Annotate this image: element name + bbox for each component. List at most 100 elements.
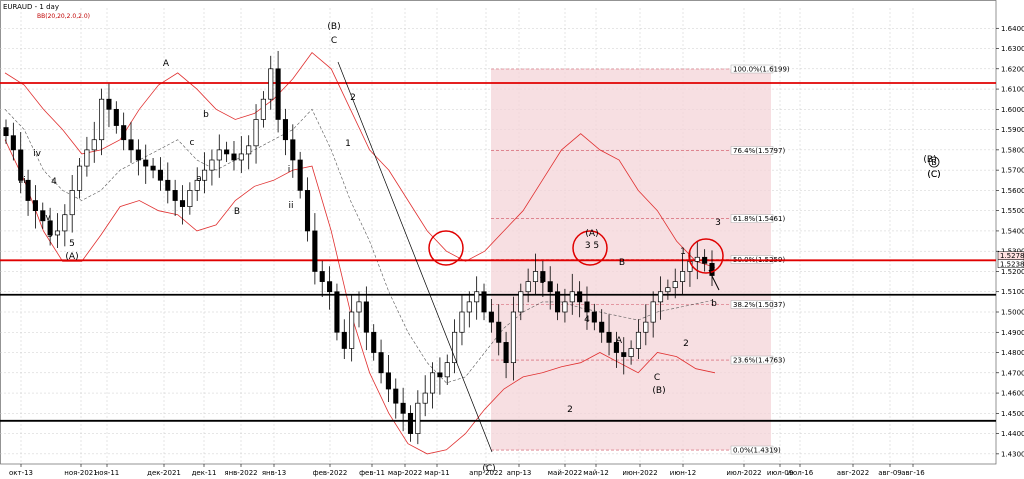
y-tick-label: 1.4700: [1001, 369, 1024, 377]
wave-label: 1: [680, 247, 686, 257]
candle-body: [672, 281, 678, 289]
x-tick-label: авг-09: [878, 469, 902, 477]
candle-body: [540, 271, 546, 282]
fib-level-label: 38.2%(1.5037): [733, 301, 785, 309]
candle-body: [304, 190, 311, 232]
x-tick-label: мар-11: [424, 469, 449, 477]
y-tick-label: 1.6100: [1001, 86, 1024, 94]
candle-body: [599, 321, 605, 333]
trend-line: [337, 61, 493, 453]
candle-body: [69, 190, 75, 216]
candle-body: [84, 149, 90, 167]
candle-body: [547, 281, 553, 293]
bb-lower-band: [4, 139, 716, 455]
wave-label: (C): [482, 464, 495, 474]
x-tick-label: июл-2022: [726, 469, 761, 477]
candle-body: [312, 230, 318, 272]
candle-body: [657, 291, 664, 303]
candle-body: [613, 342, 619, 353]
y-tick-label: 1.6000: [1001, 106, 1024, 114]
candle-body: [47, 220, 53, 236]
candle-body: [209, 159, 215, 171]
y-tick-label: 1.5800: [1001, 146, 1024, 154]
candle-body: [253, 119, 259, 147]
x-tick-label: фев-11: [359, 469, 385, 477]
y-tick-label: 1.4600: [1001, 390, 1024, 398]
x-tick-label: июн-12: [670, 469, 696, 477]
candle-body: [532, 271, 539, 282]
candle-body: [415, 402, 421, 434]
candle-body: [407, 412, 414, 434]
candle-body: [422, 392, 428, 404]
highlight-circle: [688, 238, 724, 274]
wave-label: i: [288, 165, 291, 175]
candle-body: [363, 301, 369, 333]
wave-label: 3 5: [585, 241, 599, 251]
candle-body: [650, 301, 656, 323]
x-tick-label: мар-2022: [388, 469, 422, 477]
x-tick-label: ноя-2021: [64, 469, 97, 477]
candle-body: [128, 139, 134, 151]
candle-body: [54, 230, 61, 236]
candle-body: [437, 372, 443, 378]
wave-label: ii: [288, 201, 293, 211]
price-label-box: [997, 259, 1024, 269]
candlesticks: [3, 50, 715, 445]
candle-body: [680, 271, 686, 282]
x-tick-label: окт-13: [9, 469, 33, 477]
candle-body: [297, 159, 303, 191]
wave-label-right-c: (C): [927, 170, 940, 180]
wave-label: a: [196, 174, 202, 184]
wave-label: (B): [923, 155, 936, 165]
candle-body: [371, 331, 377, 353]
wave-label: b: [711, 299, 717, 309]
candle-body: [694, 256, 700, 262]
candle-body: [378, 352, 384, 374]
candle-body: [349, 311, 355, 349]
x-tick-label: авг-2022: [837, 469, 869, 477]
x-tick-label: дек-2021: [147, 469, 181, 477]
candle-body: [202, 169, 208, 181]
x-tick-label: янв-13: [262, 469, 286, 477]
candle-body: [621, 352, 627, 357]
candle-body: [246, 145, 252, 155]
candle-body: [40, 210, 46, 222]
candle-body: [628, 348, 634, 357]
candle-body: [452, 331, 458, 364]
candle-body: [400, 402, 406, 414]
x-tick-label: май-2022: [548, 469, 582, 477]
symbol-title: EURAUD - 1 day: [3, 3, 59, 11]
x-tick-label: янв-2022: [224, 469, 257, 477]
price-axis: 1.6400 1.6300 1.6200 1.6100 1.6000 1.5900 1.58…: [996, 25, 1024, 458]
y-tick-label: 1.5700: [1001, 167, 1024, 175]
wave-label: 3: [47, 230, 53, 240]
candle-body: [591, 311, 597, 323]
candle-body: [25, 179, 31, 201]
candle-body: [32, 200, 38, 212]
candle-body: [584, 301, 590, 313]
candle-body: [18, 149, 24, 181]
wave-circle-b-right: [928, 156, 940, 168]
candle-body: [702, 256, 708, 264]
wave-label: 2: [567, 405, 573, 415]
candle-body: [518, 291, 524, 313]
candle-body: [268, 68, 274, 100]
x-tick-label: ноя-11: [95, 469, 120, 477]
candle-body: [10, 135, 16, 151]
wave-label: A: [163, 59, 170, 69]
y-tick-label: 1.5400: [1001, 227, 1024, 235]
fib-label-box: [730, 445, 774, 455]
candle-body: [569, 291, 575, 303]
candle-body: [385, 372, 391, 390]
wave-label: (A): [585, 229, 598, 239]
y-tick-label: 1.4500: [1001, 410, 1024, 418]
candle-body: [282, 119, 289, 141]
y-tick-label: 1.5900: [1001, 126, 1024, 134]
wave-label: b: [203, 110, 209, 120]
candle-body: [121, 125, 127, 141]
y-tick-label: 1.6300: [1001, 45, 1024, 53]
